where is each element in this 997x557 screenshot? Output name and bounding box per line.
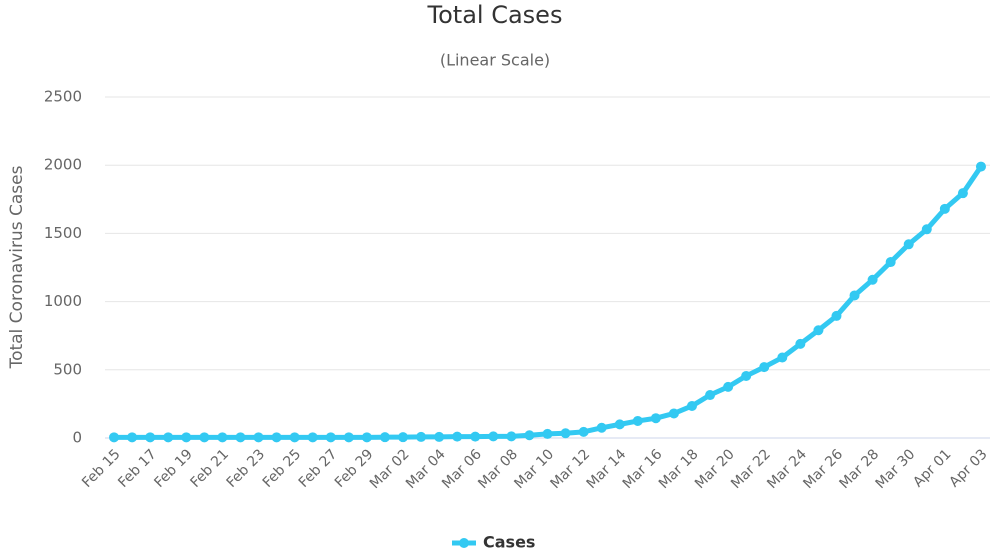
- y-axis-label: Total Coronavirus Cases: [7, 165, 27, 369]
- point: [867, 274, 878, 285]
- point: [235, 432, 246, 443]
- point: [650, 413, 661, 424]
- x-tick-label: Feb 25: [260, 446, 305, 491]
- legend-swatch-marker: [459, 538, 469, 548]
- point: [632, 415, 643, 426]
- point: [777, 352, 788, 363]
- x-tick-label: Mar 28: [837, 446, 883, 492]
- x-tick-label: Mar 30: [873, 446, 919, 492]
- point: [145, 432, 156, 443]
- y-tick-label: 500: [53, 360, 82, 378]
- point: [578, 426, 589, 437]
- point: [127, 432, 138, 443]
- point: [831, 310, 842, 321]
- x-tick-label: Mar 12: [548, 446, 594, 492]
- point: [289, 432, 300, 443]
- x-tick-label: Mar 20: [692, 446, 738, 492]
- point: [470, 431, 481, 442]
- point: [759, 362, 770, 373]
- point: [741, 370, 752, 381]
- point: [885, 257, 896, 268]
- point: [705, 390, 716, 401]
- point: [614, 419, 625, 430]
- point: [181, 432, 192, 443]
- point: [398, 432, 409, 443]
- point: [975, 161, 986, 172]
- point: [109, 432, 120, 443]
- x-tick-label: Mar 14: [584, 446, 630, 492]
- x-tick-label: Mar 24: [764, 446, 810, 492]
- x-tick-label: Mar 10: [511, 446, 557, 492]
- x-tick-label: Feb 15: [79, 446, 124, 491]
- point: [271, 432, 282, 443]
- y-tick-label: 0: [72, 429, 82, 447]
- point: [542, 428, 553, 439]
- chart-title: Total Cases: [427, 1, 563, 29]
- x-tick-label: Mar 08: [475, 446, 521, 492]
- point: [903, 239, 914, 250]
- point: [723, 381, 734, 392]
- y-tick-label: 2500: [44, 88, 82, 106]
- y-tick-label: 1000: [44, 292, 82, 310]
- chart-subtitle: (Linear Scale): [440, 51, 550, 70]
- point: [668, 408, 679, 419]
- x-tick-label: Mar 18: [656, 446, 702, 492]
- point: [379, 432, 390, 443]
- x-tick-label: Mar 26: [800, 446, 846, 492]
- point: [325, 432, 336, 443]
- point: [416, 431, 427, 442]
- x-tick-label: Feb 21: [187, 446, 232, 491]
- point: [488, 431, 499, 442]
- point: [361, 432, 372, 443]
- point: [163, 432, 174, 443]
- x-tick-label: Mar 04: [403, 446, 449, 492]
- x-tick-label: Feb 27: [296, 446, 341, 491]
- point: [199, 432, 210, 443]
- x-tick-label: Mar 16: [620, 446, 666, 492]
- point: [524, 430, 535, 441]
- point: [813, 325, 824, 336]
- point: [686, 400, 697, 411]
- point: [217, 432, 228, 443]
- point: [560, 428, 571, 439]
- point: [849, 290, 860, 301]
- point: [939, 203, 950, 214]
- x-tick-label: Feb 23: [224, 446, 269, 491]
- x-tick-label: Mar 06: [439, 446, 485, 492]
- x-tick-label: Feb 19: [151, 446, 196, 491]
- x-tick-label: Mar 02: [367, 446, 413, 492]
- point: [307, 432, 318, 443]
- point: [596, 422, 607, 433]
- point: [452, 431, 463, 442]
- x-tick-label: Apr 03: [946, 446, 990, 490]
- y-tick-label: 2000: [44, 156, 82, 174]
- point: [253, 432, 264, 443]
- point: [795, 338, 806, 349]
- y-tick-label: 1500: [44, 224, 82, 242]
- point: [343, 432, 354, 443]
- point: [957, 188, 968, 199]
- point: [921, 224, 932, 235]
- point: [506, 431, 517, 442]
- point: [434, 431, 445, 442]
- x-tick-label: Apr 01: [910, 446, 954, 490]
- x-tick-label: Feb 17: [115, 446, 160, 491]
- legend-label: Cases: [483, 533, 535, 552]
- x-tick-label: Mar 22: [728, 446, 774, 492]
